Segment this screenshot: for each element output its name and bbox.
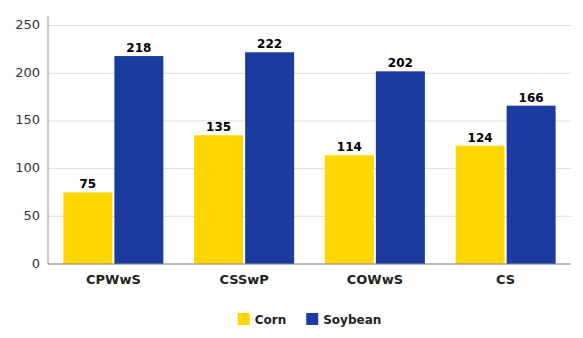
data-label: 222 [257,37,282,51]
y-tick-label: 0 [32,256,40,271]
x-axis-line [48,264,571,265]
y-tick-label: 50 [23,208,40,223]
y-tick-label: 200 [15,65,40,80]
bar [376,71,425,264]
data-label: 75 [80,177,97,191]
y-tick-label: 250 [15,17,40,32]
data-label: 166 [519,91,544,105]
legend: Corn Soybean [238,313,382,327]
grid-line [48,264,571,265]
bar [245,52,294,264]
data-label: 135 [206,120,231,134]
legend-item: Soybean [306,313,381,327]
x-tick-label: CPWwS [86,272,141,287]
data-label: 114 [337,140,362,154]
legend-label: Corn [255,313,287,327]
y-axis-line [48,16,49,264]
data-label: 124 [468,131,493,145]
bar [63,192,112,264]
bar [456,146,505,264]
legend-swatch [238,313,250,325]
legend-swatch [306,313,318,325]
data-labels: 75 135 114 124 218 222 202 166 [80,37,544,191]
bar [507,106,556,264]
bar [114,56,163,264]
bars [63,52,555,264]
grid [48,26,571,264]
bar [325,155,374,264]
data-label: 202 [388,56,413,70]
x-tick-label: CSSwP [219,272,268,287]
data-label: 218 [126,41,151,55]
grid-line [48,25,571,26]
legend-label: Soybean [323,313,381,327]
x-tick-label: COWwS [347,272,403,287]
y-tick-label: 150 [15,112,40,127]
legend-item: Corn [238,313,287,327]
chart: 0 50 100 150 200 250 75 135 114 124 218 222 202 166 CP… [0,0,583,338]
y-tick-label: 100 [15,160,40,175]
chart-container: 0 50 100 150 200 250 75 135 114 124 218 222 202 166 CP… [0,0,583,338]
bar [194,135,243,264]
x-tick-label: CS [496,272,515,287]
